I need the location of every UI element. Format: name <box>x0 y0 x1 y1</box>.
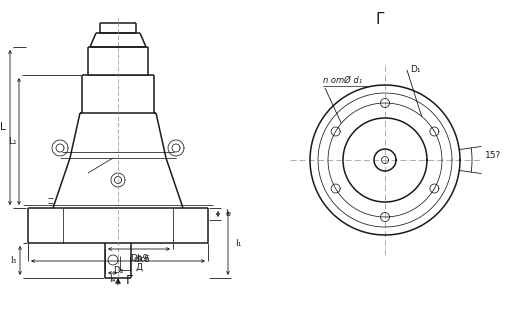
Text: dk6: dk6 <box>134 256 151 264</box>
Text: L: L <box>0 122 6 133</box>
Text: l₃: l₃ <box>10 256 16 265</box>
Text: l₁: l₁ <box>235 238 241 248</box>
Text: l₄: l₄ <box>109 275 115 283</box>
Text: Г: Г <box>375 12 385 28</box>
Text: n omØ d₁: n omØ d₁ <box>323 76 362 85</box>
Text: L₁: L₁ <box>8 137 16 146</box>
Text: D₁: D₁ <box>410 65 421 73</box>
Text: D₂: D₂ <box>113 266 123 275</box>
Text: Д: Д <box>136 262 143 272</box>
Text: 15?: 15? <box>485 152 501 160</box>
Text: Г: Г <box>126 275 134 288</box>
Text: l₂: l₂ <box>225 210 231 218</box>
Text: Dh9: Dh9 <box>130 254 148 263</box>
